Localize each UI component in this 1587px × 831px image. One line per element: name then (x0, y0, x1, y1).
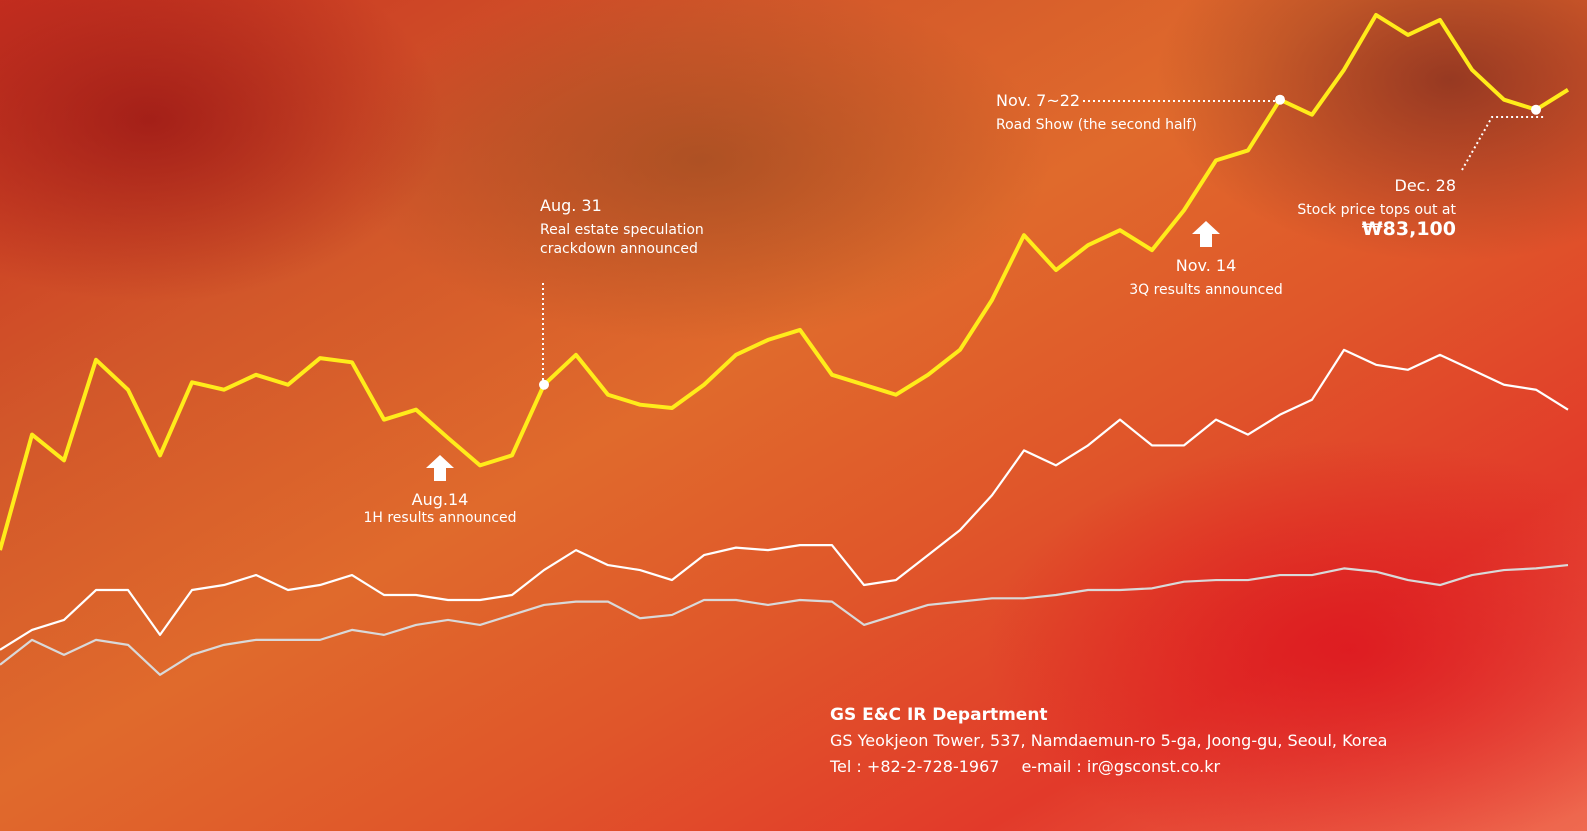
leader-line (1461, 116, 1545, 171)
arrow-icon (426, 455, 454, 481)
annotation-date: Aug.14 (411, 490, 469, 509)
annotation-date: Dec. 28 (1394, 176, 1457, 195)
annotation-text: crackdown announced (540, 241, 698, 257)
leaders (542, 100, 1545, 384)
annotation: Nov. 7~22 Road Show (the second half) (996, 91, 1197, 135)
annotation-amount: ₩83,100 (1361, 218, 1456, 240)
annotation: Aug.14 1H results announced (340, 490, 540, 528)
footer-email: e-mail : ir@gsconst.co.kr (1021, 757, 1221, 776)
annotation-text: Road Show (the second half) (996, 117, 1197, 133)
event-dot (539, 379, 549, 390)
annotation-date: Nov. 14 (1175, 256, 1237, 275)
annotation-date: Aug. 31 (540, 196, 602, 215)
footer-title: GS E&C IR Department (830, 705, 1048, 725)
annotation-text: 3Q results announced (1129, 282, 1283, 298)
event-dot (1275, 94, 1285, 105)
arrows (426, 221, 1220, 481)
footer-address: GS Yeokjeon Tower, 537, Namdaemun-ro 5-g… (830, 731, 1388, 750)
annotation: Nov. 14 3Q results announced (1106, 256, 1306, 300)
series-line (0, 12, 1570, 551)
annotation-text: Stock price tops out at (1297, 202, 1456, 218)
annotation: Aug. 31 Real estate speculation crackdow… (540, 196, 704, 259)
annotation: Dec. 28 Stock price tops out at ₩83,100 (1297, 176, 1456, 239)
series-line (0, 348, 1569, 651)
annotation-text: Real estate speculation (540, 222, 704, 238)
series-line (0, 563, 1569, 676)
annotation-date: Nov. 7~22 (996, 91, 1081, 110)
arrow-icon (1192, 221, 1220, 247)
footer-contact: Tel : +82-2-728-1967 e-mail : ir@gsconst.… (830, 754, 1387, 780)
annotation-text: 1H results announced (363, 510, 517, 526)
footer-tel: Tel : +82-2-728-1967 (830, 757, 1000, 776)
event-dot (1531, 104, 1541, 115)
footer: GS E&C IR Department GS Yeokjeon Tower, … (830, 702, 1387, 780)
